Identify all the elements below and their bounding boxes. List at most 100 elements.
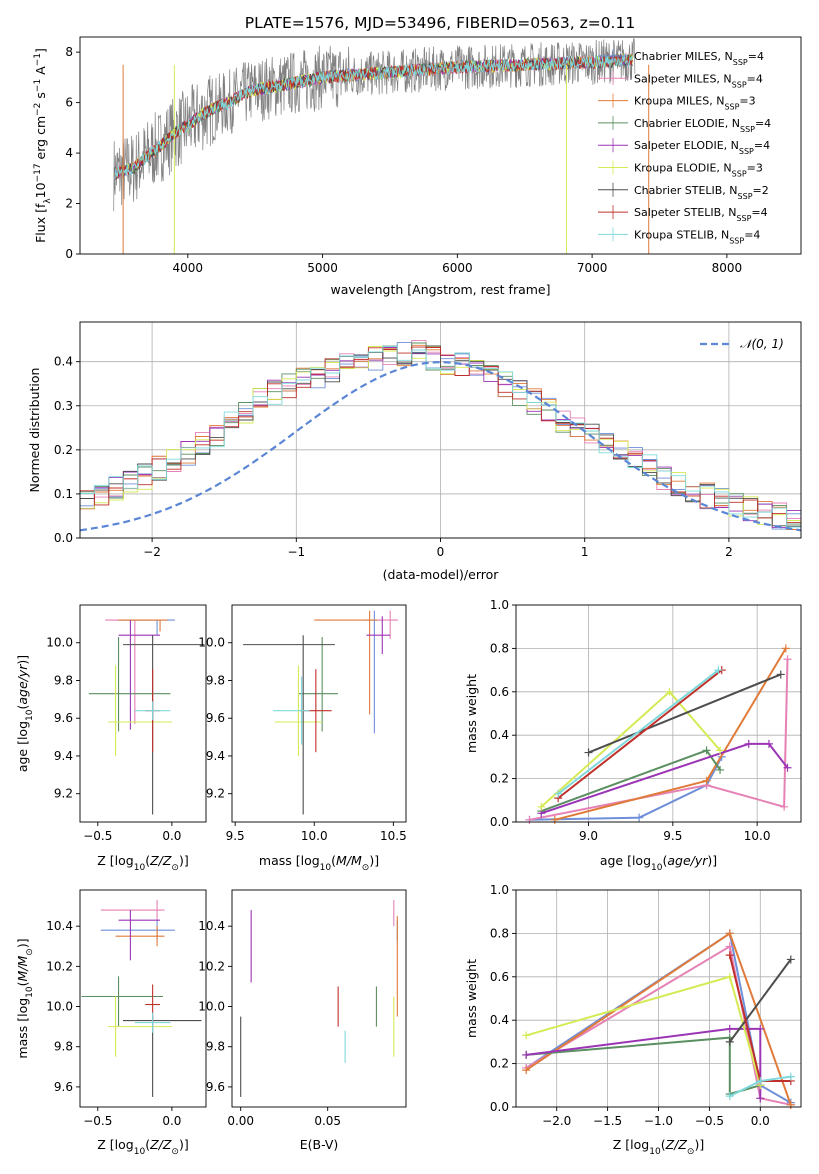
- weight-point: [702, 746, 711, 755]
- weight-point: [716, 746, 725, 755]
- weight-point: [756, 1094, 765, 1103]
- age_vs_Z-frame: [79, 604, 207, 823]
- x-tick-label: −2: [143, 545, 161, 559]
- weight-point: [702, 776, 711, 785]
- weight-point: [714, 666, 723, 675]
- mass-vs-Z-ylabel: mass [log10(M/M⊙)]: [15, 938, 35, 1058]
- y-tick-label: 10.0: [46, 1000, 73, 1014]
- spectrum-axes: 4000 5000 6000 7000 8000 0 2 4 6 8: [65, 45, 742, 275]
- x-tick-label: 9.0: [579, 829, 598, 843]
- weight-line: [728, 958, 792, 1043]
- y-tick-label: 0.4: [54, 355, 73, 369]
- x-tick-label: −0.5: [695, 1114, 724, 1128]
- y-tick-label: 10.2: [46, 959, 73, 973]
- weight-point: [781, 644, 790, 653]
- x-tick-label: 9.5: [226, 829, 245, 843]
- weight-line: [529, 659, 789, 821]
- mass-vs-ebv-xlabel: E(B-V): [300, 1137, 339, 1152]
- weight-vs-age-xlabel: age [log10(age/yr)]: [600, 853, 717, 873]
- y-tick-label: 0.6: [490, 970, 509, 984]
- y-tick-label: 9.8: [206, 673, 225, 687]
- y-tick-label: 10.0: [198, 1000, 225, 1014]
- mass-vs-Z-xlabel: Z [log10(Z/Z⊙)]: [97, 1137, 188, 1157]
- residual-histogram: [80, 340, 801, 519]
- y-tick-label: 0.8: [490, 641, 509, 655]
- y-tick-label: 9.6: [54, 1080, 73, 1094]
- x-tick-label: 9.5: [663, 829, 682, 843]
- y-tick-label: 0.4: [490, 728, 509, 742]
- y-tick-label: 0: [65, 247, 73, 261]
- y-tick-label: 9.6: [206, 711, 225, 725]
- x-tick-label: −1.0: [644, 1114, 673, 1128]
- residuals-xlabel: (data-model)/error: [383, 567, 500, 582]
- y-tick-label: 9.8: [54, 673, 73, 687]
- weight-point: [786, 1100, 795, 1109]
- legend-label: Salpeter ELODIE, NSSP=4: [634, 139, 770, 156]
- y-tick-label: 2: [65, 197, 73, 211]
- y-tick-label: 10.0: [198, 636, 225, 650]
- age-vs-mass-xlabel: mass [log10(M/M⊙)]: [259, 853, 379, 873]
- weight-line: [540, 749, 721, 813]
- weight-point: [716, 765, 725, 774]
- legend-label: Kroupa STELIB, NSSP=4: [634, 228, 760, 245]
- y-tick-label: 0.6: [490, 685, 509, 699]
- weight-point: [783, 655, 792, 664]
- residual-histogram: [80, 346, 801, 529]
- y-tick-label: 10.4: [46, 919, 73, 933]
- y-tick-label: 9.8: [206, 1040, 225, 1054]
- legend-label: Chabrier ELODIE, NSSP=4: [634, 117, 771, 133]
- weight-point: [665, 687, 674, 696]
- y-tick-label: 9.6: [54, 711, 73, 725]
- y-tick-label: 0.2: [490, 772, 509, 786]
- weight_vs_age-axes: 9.0 9.5 10.0 0.0 0.2 0.4 0.6 0.8 1.0: [490, 598, 801, 843]
- weight-point: [725, 1037, 734, 1046]
- x-tick-label: 1: [581, 545, 589, 559]
- x-tick-label: 0.0: [162, 829, 181, 843]
- weight-point: [786, 1072, 795, 1081]
- mass_vs_ebv-frame: [231, 889, 407, 1108]
- mass_vs_Z-axes: −0.5 0.0 9.6 9.8 10.0 10.2 10.4: [46, 919, 181, 1128]
- legend-normal-label: 𝒩(0, 1): [740, 337, 784, 351]
- y-tick-label: 9.4: [206, 749, 225, 763]
- weight_vs_Z-frame: [515, 889, 802, 1108]
- age-vs-Z-ylabel: age [log10(age/yr)]: [15, 655, 35, 772]
- y-tick-label: 9.2: [54, 787, 73, 801]
- y-tick-label: 0.3: [54, 399, 73, 413]
- age_vs_mass-frame: [231, 604, 407, 823]
- y-tick-label: 10.4: [198, 919, 225, 933]
- x-tick-label: 0: [437, 545, 445, 559]
- x-tick-label: 5000: [307, 261, 338, 275]
- weight-point: [725, 951, 734, 960]
- residuals-ylabel: Normed distribution: [27, 368, 42, 493]
- weight-line: [588, 673, 782, 754]
- y-tick-label: 9.4: [54, 749, 73, 763]
- weight-line: [557, 669, 720, 795]
- residual-histogram: [80, 345, 801, 527]
- y-tick-label: 10.2: [198, 959, 225, 973]
- y-tick-label: 1.0: [490, 883, 509, 897]
- y-tick-label: 0.0: [490, 1100, 509, 1114]
- age_vs_mass-axes: 9.5 10.0 10.5 9.2 9.4 9.6 9.8 10.0: [198, 636, 406, 843]
- y-tick-label: 8: [65, 45, 73, 59]
- residual-histogram: [80, 347, 801, 528]
- weight_vs_age-frame: [515, 604, 802, 823]
- y-tick-label: 0.0: [54, 531, 73, 545]
- chart-layer: 4000 5000 6000 7000 8000 0 2 4 6 8 wavelength [Ang…: [15, 36, 802, 1157]
- spectrum-frame: [79, 36, 802, 255]
- y-tick-label: 9.8: [54, 1040, 73, 1054]
- residual-histogram: [80, 346, 801, 528]
- weight-point: [776, 670, 785, 679]
- x-tick-label: −0.5: [83, 829, 112, 843]
- figure-title: PLATE=1576, MJD=53496, FIBERID=0563, z=0…: [245, 14, 635, 32]
- weight-point: [725, 929, 734, 938]
- x-tick-label: 10.0: [301, 829, 328, 843]
- residual-histogram: [80, 342, 801, 530]
- legend-label: Kroupa MILES, NSSP=3: [634, 95, 756, 112]
- y-tick-label: 0.0: [490, 815, 509, 829]
- x-tick-label: −1: [287, 545, 305, 559]
- weight_vs_Z-ylabel: mass weight: [464, 959, 479, 1038]
- y-tick-label: 0.2: [54, 443, 73, 457]
- mass_vs_ebv-axes: 0.00 0.05 9.6 9.8 10.0 10.2 10.4: [198, 919, 341, 1128]
- x-tick-label: 0.0: [751, 1114, 770, 1128]
